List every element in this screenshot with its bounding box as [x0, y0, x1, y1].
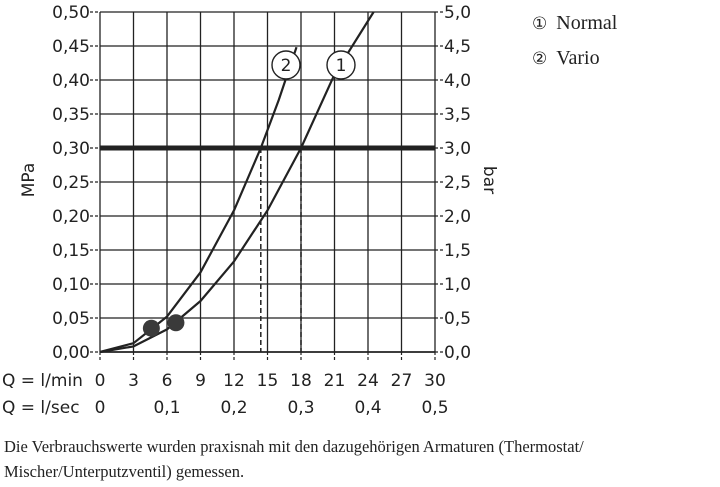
marker-dot-normal — [167, 314, 185, 332]
y-right-tick-label: 2,0 — [444, 207, 471, 227]
legend-label-vario: Vario — [556, 47, 600, 69]
x-sec-tick-label: 0,3 — [287, 398, 314, 418]
y-right-tick-label: 1,5 — [444, 241, 471, 261]
x-sec-tick-label: 0 — [95, 398, 106, 418]
marker-dot-vario — [142, 319, 160, 337]
x-axis-min-label: Q = l/min — [2, 371, 83, 391]
y-right-tick-label: 1,0 — [444, 275, 471, 295]
x-axis-sec-label: Q = l/sec — [2, 398, 80, 418]
curve-number-label: 2 — [281, 56, 292, 76]
y-right-tick-label: 0,5 — [444, 309, 471, 329]
y-right-tick-label: 0,0 — [444, 343, 471, 363]
legend-marker-1: ① — [532, 13, 548, 34]
y-axis-right-label: bar — [479, 166, 499, 194]
x-sec-tick-label: 0,2 — [220, 398, 247, 418]
y-left-tick-label: 0,05 — [52, 309, 90, 329]
x-min-tick-label: 27 — [391, 371, 413, 391]
y-right-tick-label: 5,0 — [444, 3, 471, 23]
curve-number-label: 1 — [336, 56, 347, 76]
x-min-tick-label: 21 — [324, 371, 346, 391]
x-axis-min-ticks: 0 3 6 9 12 15 18 21 24 27 30 — [95, 371, 446, 391]
x-min-tick-label: 9 — [195, 371, 206, 391]
curve-vario — [99, 46, 298, 354]
y-axis-left-label: MPa — [19, 163, 39, 198]
curve-number-badge — [271, 50, 301, 80]
flow-curves: 12 — [99, 11, 375, 354]
x-min-tick-label: 6 — [162, 371, 173, 391]
legend-marker-2: ② — [532, 48, 548, 69]
x-min-tick-label: 15 — [257, 371, 279, 391]
x-min-tick-label: 12 — [223, 371, 245, 391]
y-left-tick-label: 0,40 — [52, 71, 90, 91]
caption-text: Die Verbrauchswerte wurden praxisnah mit… — [4, 437, 584, 481]
curve-number-badge — [326, 50, 356, 80]
y-left-tick-label: 0,35 — [52, 105, 90, 125]
x-min-tick-label: 3 — [128, 371, 139, 391]
x-axis-sec-ticks: 0 0,1 0,2 0,3 0,4 0,5 — [95, 398, 449, 418]
x-min-tick-label: 0 — [95, 371, 106, 391]
y-left-tick-label: 0,20 — [52, 207, 90, 227]
y-right-tick-label: 2,5 — [444, 173, 471, 193]
y-left-tick-label: 0,10 — [52, 275, 90, 295]
y-left-tick-label: 0,50 — [52, 3, 90, 23]
x-sec-tick-label: 0,5 — [421, 398, 448, 418]
y-right-tick-label: 3,0 — [444, 139, 471, 159]
curve-normal — [99, 11, 375, 354]
y-left-tick-label: 0,15 — [52, 241, 90, 261]
x-min-tick-label: 24 — [357, 371, 379, 391]
x-sec-tick-label: 0,1 — [153, 398, 180, 418]
y-left-tick-label: 0,25 — [52, 173, 90, 193]
chart-grid — [90, 11, 445, 362]
y-right-tick-label: 3,5 — [444, 105, 471, 125]
legend-label-normal: Normal — [556, 12, 618, 34]
pressure-flow-chart: 0,000,050,100,150,200,250,300,350,400,45… — [2, 3, 499, 418]
y-left-tick-label: 0,45 — [52, 37, 90, 57]
y-axis-left-ticks: 0,00 0,05 0,10 0,15 0,20 0,25 0,30 0,35 0,40 0,45… — [52, 3, 90, 363]
legend-item-vario: ② Vario — [532, 41, 617, 76]
x-sec-tick-label: 0,4 — [354, 398, 381, 418]
y-left-tick-label: 0,00 — [52, 343, 90, 363]
legend-item-normal: ① Normal — [532, 6, 617, 41]
y-axis-right-ticks: 0,0 0,5 1,0 1,5 2,0 2,5 3,0 3,5 4,0 4,5 5,0 — [444, 3, 471, 363]
x-min-tick-label: 18 — [290, 371, 312, 391]
y-left-tick-label: 0,30 — [52, 139, 90, 159]
y-right-tick-label: 4,0 — [444, 71, 471, 91]
legend: ① Normal ② Vario — [532, 6, 617, 76]
x-min-tick-label: 30 — [424, 371, 446, 391]
y-right-tick-label: 4,5 — [444, 37, 471, 57]
